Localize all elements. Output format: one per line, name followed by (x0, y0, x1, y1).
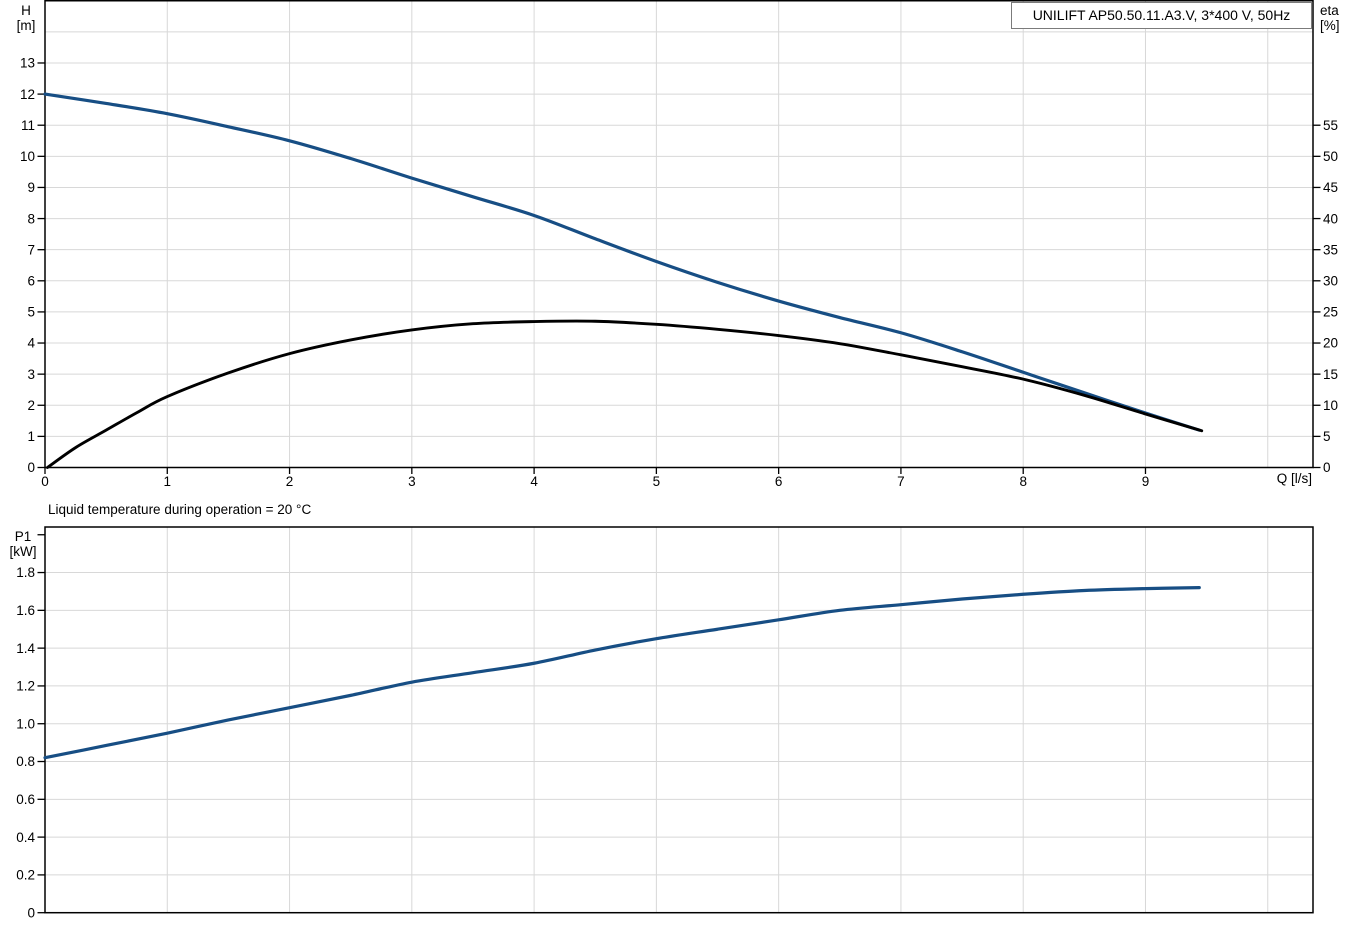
efficiency-axis-title-unit: [%] (1320, 18, 1340, 33)
tick-label-bottom: 9 (1142, 474, 1150, 489)
tick-label-right: 10 (1323, 398, 1338, 413)
tick-label-left: 1.0 (16, 716, 35, 731)
tick-label-right: 5 (1323, 429, 1331, 444)
head-axis-title: H [m] (6, 3, 46, 33)
tick-label-bottom: 2 (286, 474, 294, 489)
tick-label-left: 0 (27, 460, 35, 475)
tick-label-left: 1.6 (16, 603, 35, 618)
tick-label-bottom: 8 (1019, 474, 1027, 489)
head-curve (43, 92, 1201, 432)
tick-label-left: 0.8 (16, 754, 35, 769)
tick-label-left: 2 (27, 398, 35, 413)
power-axis-title-symbol: P1 (14, 529, 32, 544)
head-axis-title-unit: [m] (16, 18, 36, 33)
power-axis-title-unit: [kW] (9, 544, 37, 559)
power-curve (43, 586, 1201, 760)
tick-label-bottom: 3 (408, 474, 416, 489)
power-axis-title: P1 [kW] (1, 529, 45, 559)
tick-label-right: 45 (1323, 180, 1338, 195)
tick-label-right: 35 (1323, 242, 1338, 257)
tick-label-right: 30 (1323, 274, 1338, 289)
tick-label-bottom: 7 (897, 474, 905, 489)
tick-label-right: 15 (1323, 367, 1338, 382)
tick-label-right: 50 (1323, 149, 1338, 164)
tick-label-bottom: 1 (164, 474, 172, 489)
plot-border (44, 526, 1314, 914)
tick-label-right: 40 (1323, 211, 1338, 226)
tick-label-left: 7 (27, 242, 35, 257)
flow-axis-title: Q [l/s] (1276, 471, 1312, 486)
efficiency-axis-title-symbol: eta (1320, 3, 1339, 18)
tick-label-right: 0 (1323, 460, 1331, 475)
tick-label-left: 9 (27, 180, 35, 195)
tick-label-bottom: 5 (653, 474, 661, 489)
pump-legend: UNILIFT AP50.50.11.A3.V, 3*400 V, 50Hz (1011, 2, 1312, 29)
liquid-temperature-note: Liquid temperature during operation = 20… (48, 502, 312, 517)
tick-label-left: 1.4 (16, 641, 35, 656)
tick-label-left: 5 (27, 305, 35, 320)
tick-label-left: 10 (20, 149, 35, 164)
plot-border (44, 0, 1314, 469)
head-axis-title-symbol: H (21, 3, 31, 18)
tick-label-left: 12 (20, 87, 35, 102)
tick-label-left: 0 (27, 905, 35, 920)
tick-label-bottom: 4 (530, 474, 538, 489)
tick-label-left: 0.6 (16, 792, 35, 807)
tick-label-bottom: 6 (775, 474, 783, 489)
tick-label-left: 3 (27, 367, 35, 382)
tick-label-left: 0.2 (16, 868, 35, 883)
tick-label-left: 4 (27, 336, 35, 351)
tick-label-left: 8 (27, 211, 35, 226)
tick-label-left: 1.8 (16, 565, 35, 580)
tick-label-bottom: 0 (41, 474, 49, 489)
efficiency-axis-title: eta [%] (1320, 3, 1349, 33)
efficiency-curve (45, 319, 1204, 469)
tick-label-right: 20 (1323, 336, 1338, 351)
tick-label-left: 6 (27, 274, 35, 289)
tick-label-left: 1.2 (16, 679, 35, 694)
tick-label-left: 13 (20, 56, 35, 71)
tick-label-right: 25 (1323, 305, 1338, 320)
tick-label-left: 0.4 (16, 830, 35, 845)
tick-label-right: 55 (1323, 118, 1338, 133)
tick-label-left: 1 (27, 429, 35, 444)
tick-label-left: 11 (21, 118, 35, 133)
